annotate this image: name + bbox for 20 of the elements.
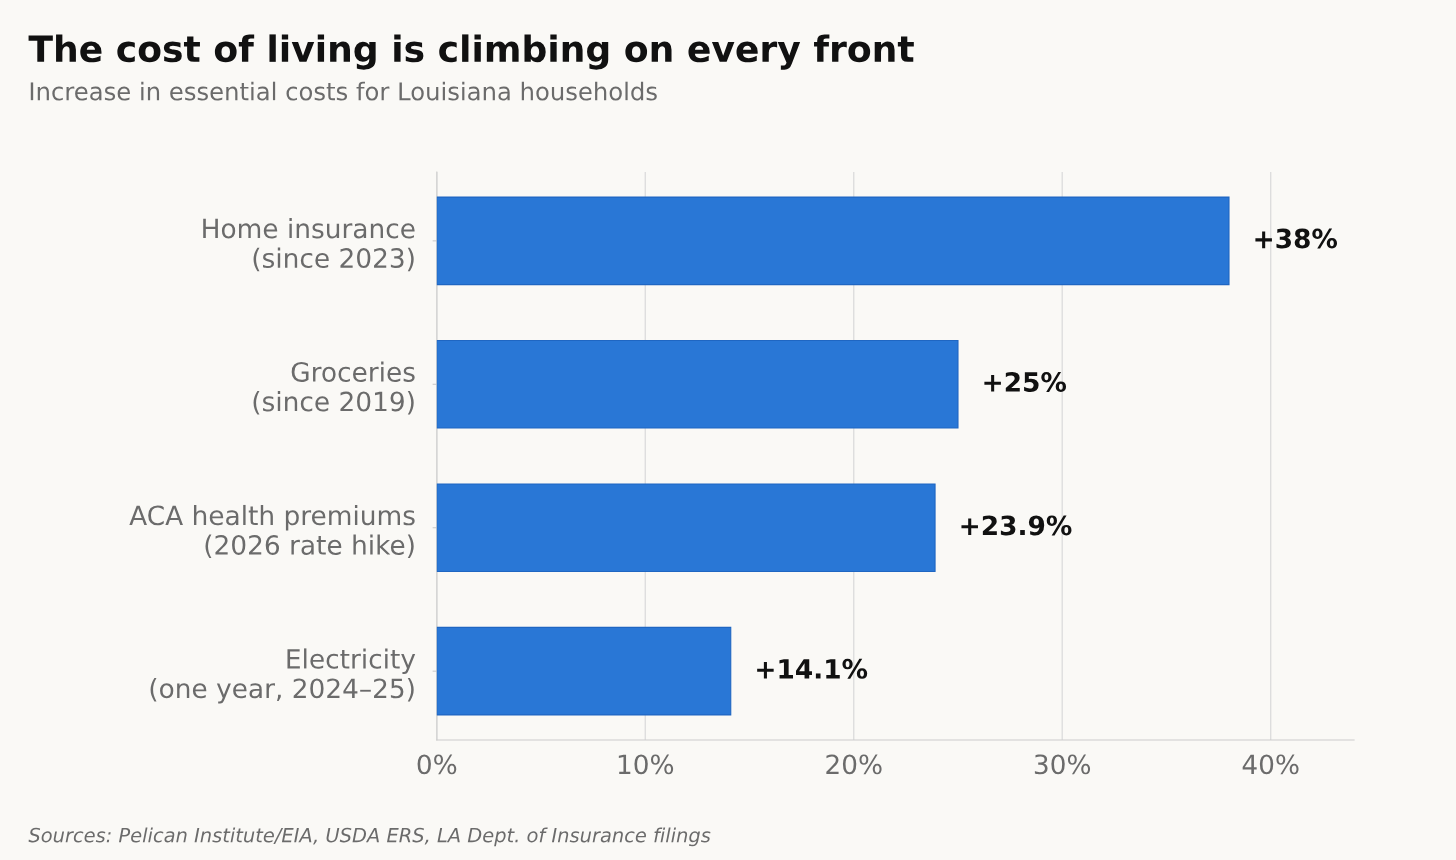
chart-title: The cost of living is climbing on every front (28, 34, 914, 70)
bar (436, 626, 732, 716)
data-label: +38% (1255, 228, 1338, 249)
data-label: +23.9% (961, 515, 1072, 536)
chart-subtitle: Increase in essential costs for Louisiana households (30, 81, 657, 101)
y-tick-label: Home insurance (since 2023) (203, 218, 415, 272)
y-tick-label: Groceries (since 2019) (253, 361, 415, 415)
data-label: +25% (984, 371, 1067, 392)
bar (436, 339, 959, 429)
x-tick-label: 0% (417, 754, 457, 775)
bar (436, 196, 1230, 286)
x-tick-label: 40% (1242, 754, 1299, 775)
data-label: +14.1% (757, 658, 868, 679)
x-tick-label: 10% (618, 754, 674, 775)
y-tick-label: Electricity (one year, 2024–25) (150, 648, 416, 704)
x-tick-label: 20% (826, 754, 882, 775)
x-tick-label: 30% (1034, 754, 1091, 775)
source-note: Sources: Pelican Institute/EIA, USDA ERS, LA Dept. of Insurance filings (28, 827, 711, 847)
bar (436, 483, 936, 573)
y-tick-label: ACA health premiums (2026 rate hike) (129, 504, 415, 559)
